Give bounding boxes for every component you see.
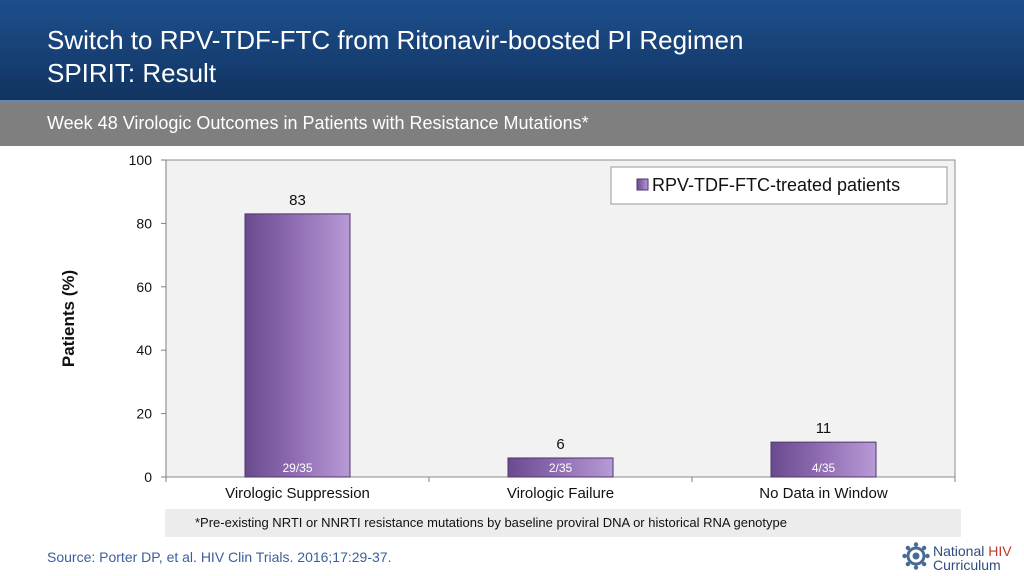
logo-line1: National HIV bbox=[933, 543, 1012, 559]
legend-label: RPV-TDF-FTC-treated patients bbox=[652, 175, 900, 195]
y-axis-title: Patients (%) bbox=[59, 270, 78, 367]
footnote: *Pre-existing NRTI or NNRTI resistance m… bbox=[195, 515, 787, 530]
bar-value-label: 83 bbox=[289, 192, 306, 209]
bar-count-label: 2/35 bbox=[549, 461, 573, 475]
page-title: Switch to RPV-TDF-FTC from Ritonavir-boo… bbox=[47, 24, 743, 90]
subheader-bar: Week 48 Virologic Outcomes in Patients w… bbox=[0, 100, 1024, 146]
bar bbox=[770, 441, 877, 478]
page-title-line2: SPIRIT: Result bbox=[47, 58, 217, 88]
x-category-label: Virologic Suppression bbox=[225, 485, 370, 502]
page-title-line1: Switch to RPV-TDF-FTC from Ritonavir-boo… bbox=[47, 25, 744, 55]
x-category-label: Virologic Failure bbox=[507, 485, 614, 502]
bar-chart: 0 20 40 60 80 100 Patients (%) 83 29/35 Virologic… bbox=[59, 152, 956, 502]
y-tick-label: 80 bbox=[136, 215, 152, 231]
y-tick-label: 0 bbox=[144, 469, 152, 485]
logo-line2: Curriculum bbox=[933, 557, 1001, 573]
bar bbox=[244, 213, 351, 478]
legend-swatch bbox=[636, 178, 649, 191]
logo-line1-prefix: National bbox=[933, 543, 989, 559]
y-tick-label: 20 bbox=[136, 406, 152, 422]
subheader-title: Week 48 Virologic Outcomes in Patients w… bbox=[47, 113, 589, 133]
bar bbox=[507, 457, 614, 478]
y-tick-label: 100 bbox=[129, 152, 153, 168]
gear-icon bbox=[902, 542, 930, 570]
header-banner: Switch to RPV-TDF-FTC from Ritonavir-boo… bbox=[0, 0, 1024, 100]
y-tick-label: 60 bbox=[136, 279, 152, 295]
footnote-box: *Pre-existing NRTI or NNRTI resistance m… bbox=[165, 509, 961, 537]
bar-count-label: 29/35 bbox=[282, 461, 312, 475]
source-citation: Source: Porter DP, et al. HIV Clin Trial… bbox=[47, 549, 392, 565]
bar-value-label: 11 bbox=[816, 420, 832, 437]
y-tick-label: 40 bbox=[136, 342, 152, 358]
logo-line1-accent: HIV bbox=[988, 543, 1012, 559]
bar-count-label: 4/35 bbox=[812, 461, 836, 475]
bar-value-label: 6 bbox=[556, 436, 564, 453]
legend-box bbox=[610, 166, 948, 205]
x-category-label: No Data in Window bbox=[759, 485, 888, 502]
